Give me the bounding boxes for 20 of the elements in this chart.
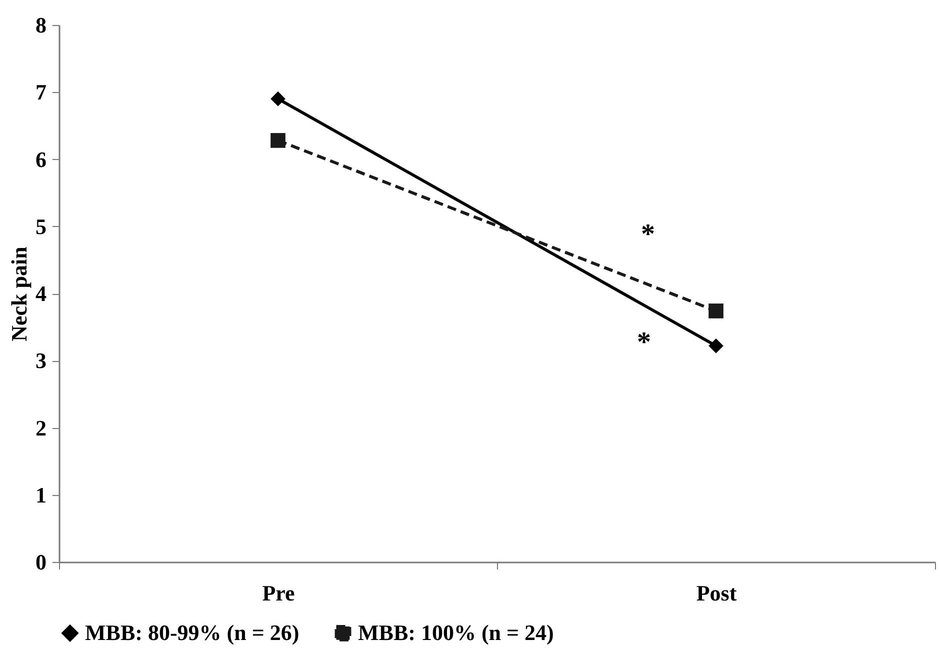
legend-label: MBB: 100% (n = 24) (358, 620, 554, 646)
legend-label: MBB: 80-99% (n = 26) (85, 620, 300, 646)
point (708, 338, 724, 354)
y-tick-label: 8 (36, 12, 46, 38)
point (270, 91, 286, 106)
y-tick-label: 3 (36, 348, 46, 374)
point (270, 133, 286, 148)
y-tick-label: 1 (36, 482, 46, 508)
annotation: * (637, 327, 651, 358)
y-tick-label: 6 (36, 146, 46, 172)
y-tick-label: 2 (36, 415, 46, 440)
y-axis-title: Neck pain (6, 246, 32, 342)
y-tick-label: 4 (36, 281, 46, 306)
annotation: * (641, 219, 655, 250)
point (708, 304, 724, 318)
x-tick-label: Post (696, 580, 738, 606)
y-tick-label: 5 (36, 214, 46, 239)
y-tick-label: 7 (36, 80, 46, 105)
x-tick-label: Pre (262, 580, 296, 606)
y-tick-label: 0 (36, 550, 46, 574)
